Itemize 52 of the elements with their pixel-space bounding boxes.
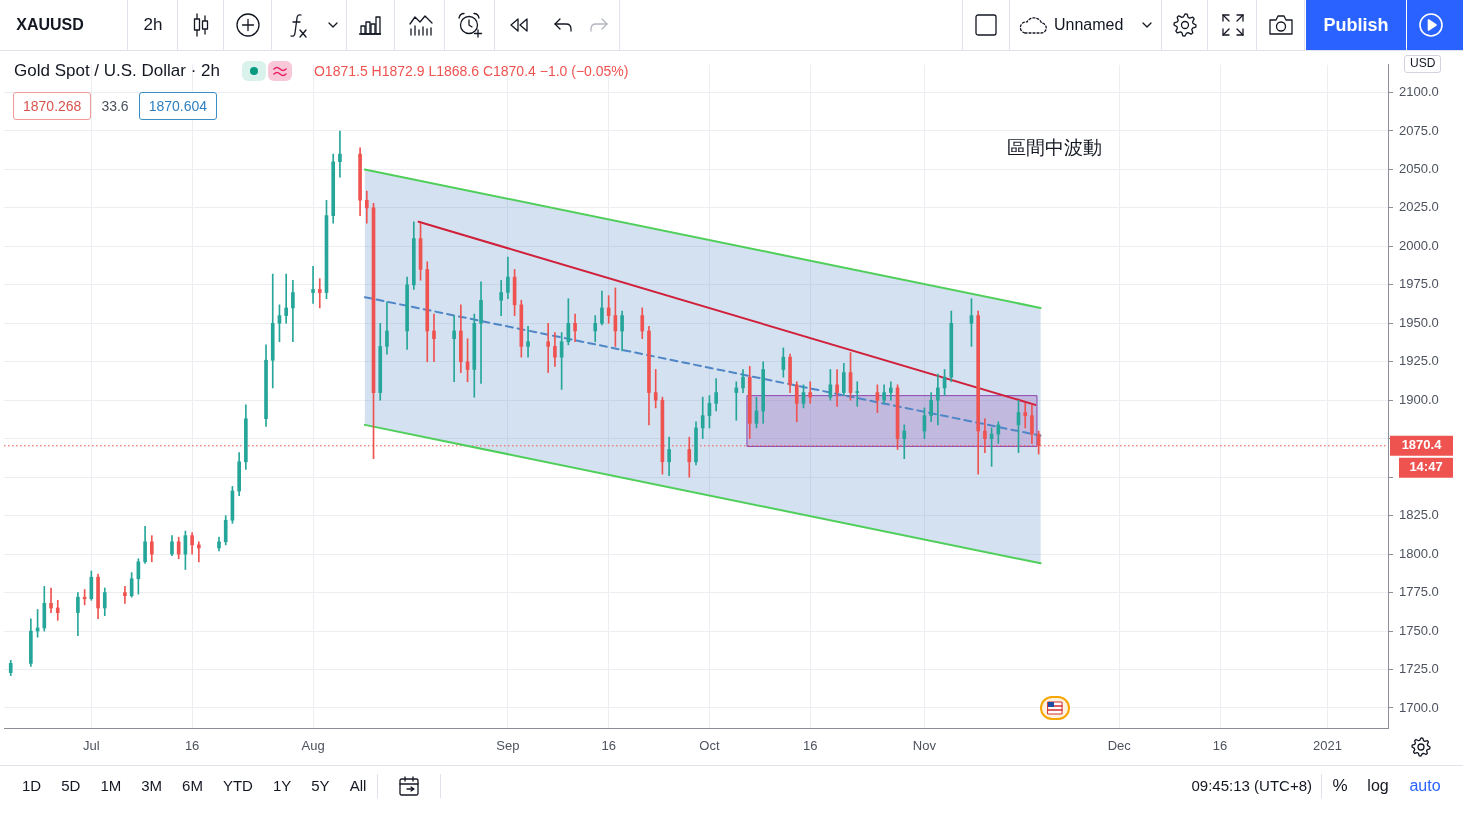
text: %	[1332, 776, 1348, 796]
text: 1D	[22, 777, 42, 795]
text: 3M	[141, 777, 163, 795]
text: YTD	[222, 777, 253, 795]
annotation: 1870.604	[138, 92, 218, 121]
text: 6M	[182, 777, 203, 795]
text: USD	[1404, 55, 1442, 73]
x-tick-label: Jul	[83, 738, 100, 754]
text: 2h	[143, 15, 163, 35]
text: auto	[1409, 776, 1441, 796]
y-tick-label: 1725.0	[1399, 661, 1439, 677]
text: 09:45:13 (UTC+8)	[1191, 777, 1312, 795]
y-tick-label: 1975.0	[1399, 276, 1439, 292]
y-tick-label: 2100.0	[1399, 84, 1439, 100]
x-tick-label: 16	[184, 738, 200, 754]
x-tick-label: Dec	[1107, 738, 1132, 754]
x-tick-label: Nov	[912, 738, 937, 754]
annotation: 1870.268	[13, 92, 92, 121]
text: 1M	[100, 777, 122, 795]
text: 14:47	[1409, 459, 1443, 475]
y-tick-label: 1700.0	[1399, 699, 1439, 715]
chart-subtitle: O1871.5 H1872.9 L1868.6 C1870.4 −1.0 (−0.05%)	[313, 62, 629, 80]
x-tick-label: 2021	[1313, 738, 1342, 754]
x-tick-label: 16	[601, 738, 616, 754]
y-tick-label: 2025.0	[1399, 199, 1439, 215]
y-tick-label: 2050.0	[1399, 161, 1439, 177]
ref-line-label: 1870.4	[1401, 437, 1443, 453]
x-tick-label: Sep	[496, 738, 520, 754]
x-tick-label: 16	[802, 738, 818, 754]
x-tick-label: Oct	[699, 738, 720, 754]
y-tick-label: 1900.0	[1399, 391, 1439, 407]
text: 1Y	[272, 777, 292, 795]
text: 5D	[61, 777, 81, 795]
chart-title: Gold Spot / U.S. Dollar · 2h	[14, 61, 220, 81]
y-tick-label: 2075.0	[1399, 122, 1439, 138]
y-tick-label: 1800.0	[1399, 545, 1439, 561]
x-tick-label: Aug	[301, 738, 325, 754]
text: 5Y	[311, 777, 330, 795]
y-tick-label: 1750.0	[1399, 622, 1439, 638]
text: Publish	[1323, 14, 1389, 36]
y-tick-label: 1825.0	[1399, 507, 1439, 523]
text: All	[349, 777, 367, 795]
x-tick-label: 16	[1212, 738, 1228, 754]
text: XAUUSD	[16, 15, 84, 35]
text: log	[1367, 776, 1389, 796]
annotation: 區間中波動	[1007, 137, 1102, 159]
text: Unnamed	[1054, 15, 1124, 35]
y-tick-label: 1950.0	[1399, 314, 1439, 330]
annotation: 33.6	[101, 98, 129, 115]
y-tick-label: 1775.0	[1399, 584, 1439, 600]
y-tick-label: 1925.0	[1399, 353, 1439, 369]
y-tick-label: 2000.0	[1399, 237, 1439, 253]
